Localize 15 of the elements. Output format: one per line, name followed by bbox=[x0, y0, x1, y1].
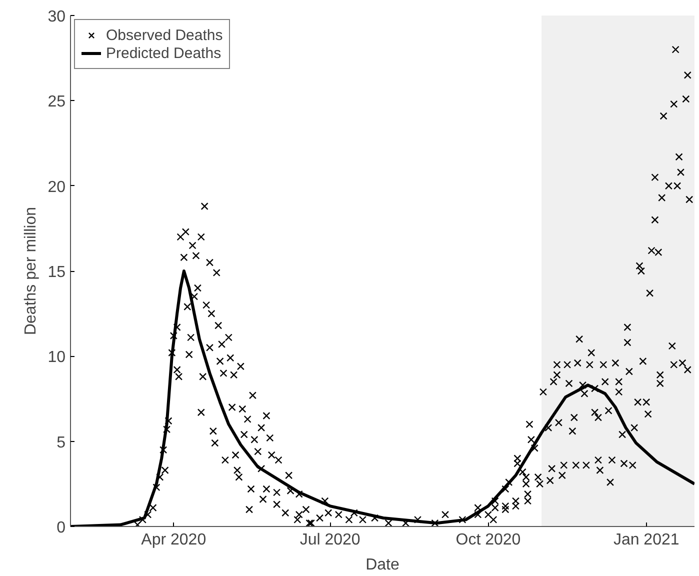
x-tick-label: Apr 2020 bbox=[141, 532, 206, 548]
y-tick-label: 15 bbox=[48, 264, 66, 281]
x-axis-title: Date bbox=[366, 556, 400, 574]
y-axis-title: Deaths per million bbox=[22, 206, 40, 336]
y-tick-label: 10 bbox=[48, 349, 66, 366]
y-tick-label: 20 bbox=[48, 178, 66, 196]
x-tick-label: Jan 2021 bbox=[613, 532, 680, 548]
legend-label: Observed Deaths bbox=[106, 26, 223, 44]
y-tick-label: 30 bbox=[48, 8, 66, 26]
x-tick-label: Oct 2020 bbox=[456, 532, 521, 548]
x-tick-label: Jul 2020 bbox=[300, 532, 360, 548]
y-tick-label: 5 bbox=[56, 434, 66, 452]
y-tick-label: 25 bbox=[48, 94, 66, 111]
legend-label: Predicted Deaths bbox=[106, 44, 222, 62]
y-tick-label: 0 bbox=[56, 520, 66, 536]
